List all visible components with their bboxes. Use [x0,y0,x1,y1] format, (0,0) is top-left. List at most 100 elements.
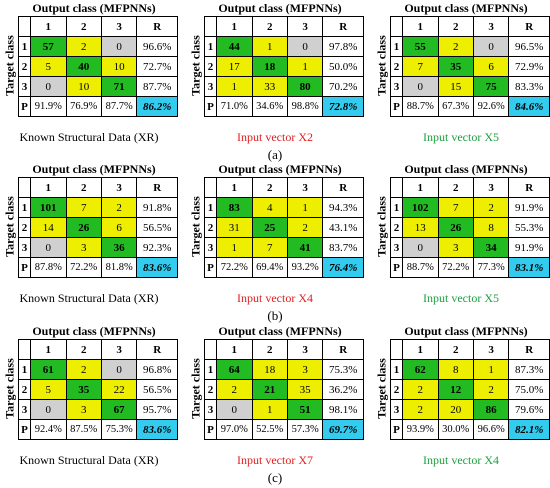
matrix-cell: 7 [65,197,102,218]
matrix-cell: 2 [472,197,510,218]
precision-cell: 93.9% [402,419,439,440]
recall-cell: 91.9% [508,237,550,258]
column-header: 3 [472,16,510,37]
matrix-cell: 1 [251,399,288,420]
matrix-cell: 51 [286,399,324,420]
row-header: P [17,257,32,278]
row-header: 2 [17,217,32,238]
corner-cell [389,339,404,360]
row-header: 2 [203,56,218,77]
output-class-title: Output class (MFPNNs) [404,162,528,176]
matrix-cell: 41 [286,237,324,258]
column-header: 2 [437,177,474,198]
row-header: 3 [203,76,218,97]
precision-cell: 67.3% [437,96,474,117]
matrix-cell: 0 [100,359,138,380]
column-header: 3 [100,177,138,198]
column-header: 3 [472,339,510,360]
matrix-cell: 80 [286,76,324,97]
target-class-title: Target class [2,196,17,257]
matrix-cell: 1 [472,359,510,380]
output-class-title: Output class (MFPNNs) [218,162,342,176]
matrix-cell: 0 [30,399,67,420]
row-header: 2 [389,217,404,238]
overall-accuracy-cell: 69.7% [322,419,364,440]
precision-cell: 72.2% [437,257,474,278]
matrix-cell: 20 [437,399,474,420]
matrix-cell: 5 [30,56,67,77]
matrix-cell: 26 [437,217,474,238]
column-header: 1 [216,177,253,198]
panel-caption: Input vector X2 [237,130,313,144]
column-header: R [508,16,550,37]
overall-accuracy-cell: 83.1% [508,257,550,278]
row-header: P [17,96,32,117]
matrix-cell: 31 [216,217,253,238]
corner-cell [203,177,218,198]
output-class-title: Output class (MFPNNs) [404,1,528,15]
corner-cell [203,16,218,37]
sublabel-b: (b) [267,308,283,323]
matrix-cell: 0 [402,237,439,258]
output-class-title: Output class (MFPNNs) [32,162,156,176]
matrix-cell: 40 [65,56,102,77]
matrix-cell: 5 [30,379,67,400]
precision-cell: 72.2% [216,257,253,278]
row-header: 3 [17,76,32,97]
confusion-matrix-9: Output class (MFPNNs) Target class 1 2 3 R 1 62… [372,323,550,473]
matrix-cell: 17 [216,56,253,77]
recall-cell: 83.3% [508,76,550,97]
column-header: 3 [286,177,324,198]
overall-accuracy-cell: 86.2% [136,96,178,117]
matrix-cell: 26 [65,217,102,238]
column-header: R [508,177,550,198]
matrix-cell: 55 [402,36,439,57]
target-class-title: Target class [374,358,389,419]
column-header: 1 [402,177,439,198]
confusion-matrix-6: Output class (MFPNNs) Target class 1 2 3 R 1 10… [372,161,550,311]
matrix-cell: 35 [286,379,324,400]
target-class-title: Target class [2,35,17,96]
precision-cell: 98.8% [286,96,324,117]
row-header: 1 [17,359,32,380]
recall-cell: 56.5% [136,217,178,238]
column-header: 3 [100,16,138,37]
panel-caption: Input vector X7 [237,453,313,467]
overall-accuracy-cell: 84.6% [508,96,550,117]
matrix-table: 1 2 3 R 1 101 7 2 91.8% 2 14 26 6 56.5% 3 0 3 36 92.3% P 87.… [17,177,178,278]
recall-cell: 87.3% [508,359,550,380]
row-header: P [203,96,218,117]
column-header: 1 [402,16,439,37]
matrix-cell: 64 [216,359,253,380]
panel-caption: Input vector X5 [423,291,499,305]
recall-cell: 50.0% [322,56,364,77]
matrix-table: 1 2 3 R 1 61 2 0 96.8% 2 5 35 22 56.5% 3 0 3 67 95.7% P 92.4… [17,339,178,440]
row-header: 3 [17,399,32,420]
row-header: 2 [203,217,218,238]
precision-cell: 93.2% [286,257,324,278]
corner-cell [389,16,404,37]
row-header: 3 [389,237,404,258]
matrix-table: 1 2 3 R 1 64 18 3 75.3% 2 2 21 35 36.2% 3 0 1 51 98.1% P 97.… [203,339,364,440]
matrix-cell: 0 [100,36,138,57]
row-header: P [389,96,404,117]
matrix-cell: 0 [402,76,439,97]
confusion-matrix-2: Output class (MFPNNs) Target class 1 2 3 R 1 44… [186,0,364,150]
target-class-title: Target class [188,196,203,257]
column-header: 1 [30,339,67,360]
matrix-table: 1 2 3 R 1 57 2 0 96.6% 2 5 40 10 72.7% 3 0 10 71 87.7% P 91.… [17,16,178,117]
matrix-table: 1 2 3 R 1 44 1 0 97.8% 2 17 18 1 50.0% 3 1 33 80 70.2% P 71.… [203,16,364,117]
column-header: R [508,339,550,360]
column-header: 1 [30,16,67,37]
target-class-title: Target class [188,35,203,96]
matrix-cell: 10 [65,76,102,97]
matrix-cell: 1 [216,76,253,97]
recall-cell: 98.1% [322,399,364,420]
matrix-cell: 33 [251,76,288,97]
target-class-title: Target class [374,196,389,257]
precision-cell: 87.5% [65,419,102,440]
matrix-cell: 0 [472,36,510,57]
column-header: 3 [286,16,324,37]
recall-cell: 72.7% [136,56,178,77]
column-header: 1 [216,16,253,37]
